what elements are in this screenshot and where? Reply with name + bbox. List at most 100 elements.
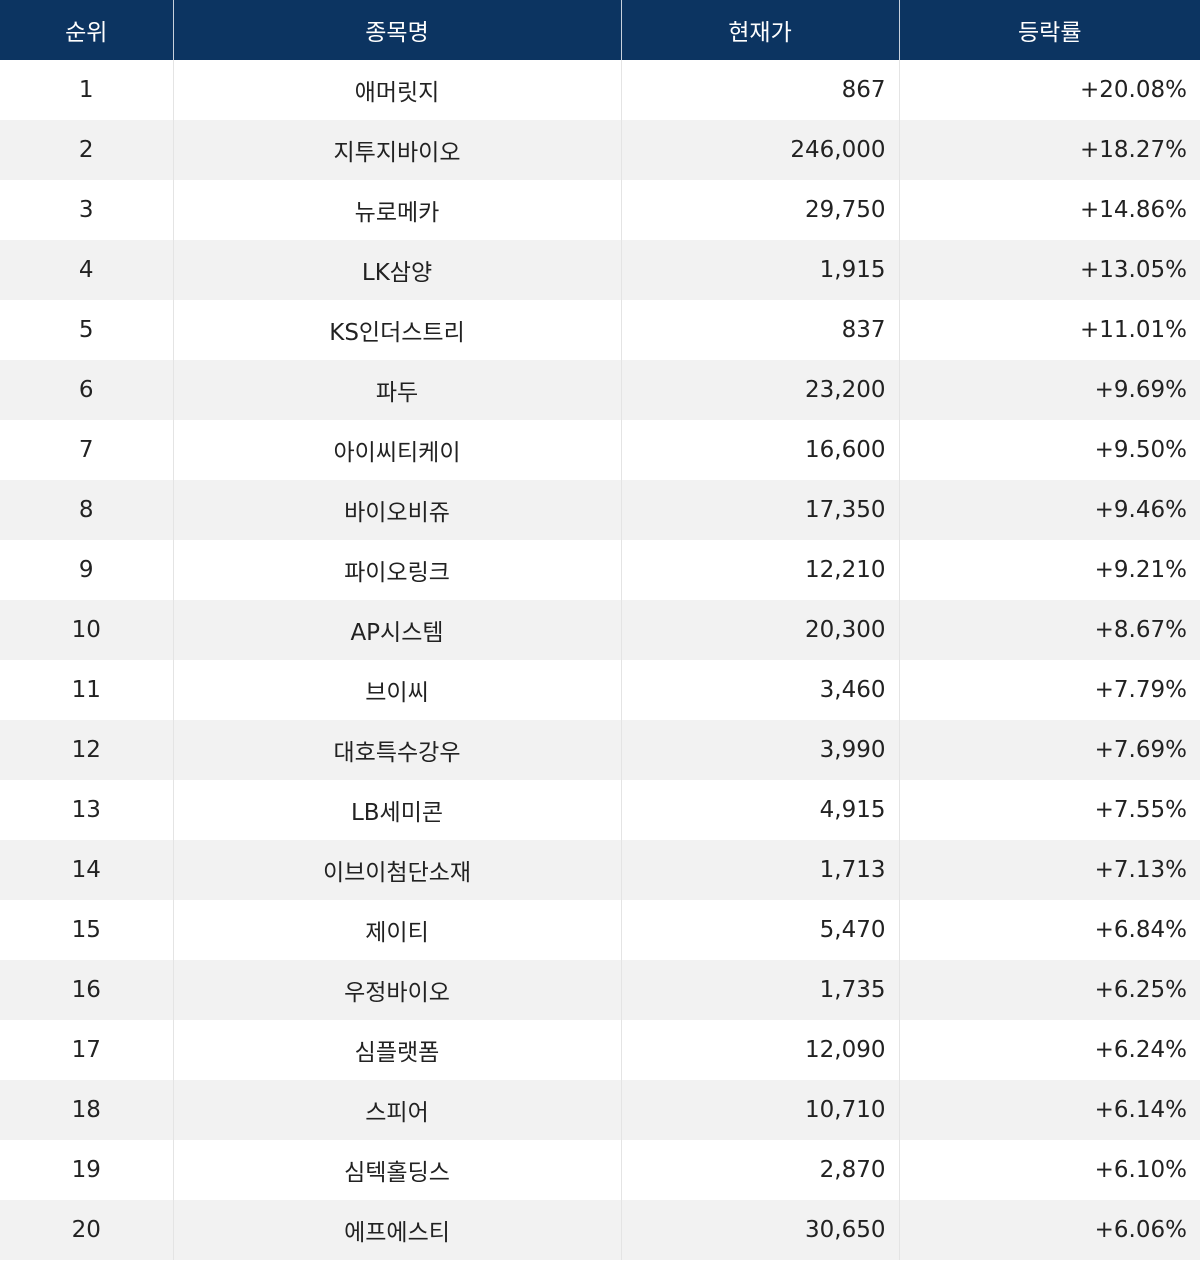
table-cell: LB세미콘 <box>173 780 622 840</box>
table-cell: 뉴로메카 <box>173 180 622 240</box>
table-cell: 6 <box>0 360 174 420</box>
table-cell: 스피어 <box>173 1080 622 1140</box>
table-row: 17 심플랫폼 12,090 +6.24% <box>0 1020 1200 1080</box>
table-cell: +7.69% <box>899 720 1200 780</box>
table-cell: 30,650 <box>621 1200 900 1260</box>
table-cell: 애머릿지 <box>173 60 622 120</box>
table-cell: +18.27% <box>899 120 1200 180</box>
table-row: 18 스피어 10,710 +6.14% <box>0 1080 1200 1140</box>
table-cell: 23,200 <box>621 360 900 420</box>
table-cell: 13 <box>0 780 174 840</box>
table-cell: 브이씨 <box>173 660 622 720</box>
table-cell: 17,350 <box>621 480 900 540</box>
table-row: 19 심텍홀딩스 2,870 +6.10% <box>0 1140 1200 1200</box>
table-row: 16 우정바이오 1,735 +6.25% <box>0 960 1200 1020</box>
table-cell: 12,210 <box>621 540 900 600</box>
table-cell: 이브이첨단소재 <box>173 840 622 900</box>
table-cell: 12 <box>0 720 174 780</box>
table-cell: 11 <box>0 660 174 720</box>
table-row: 14 이브이첨단소재 1,713 +7.13% <box>0 840 1200 900</box>
table-cell: 2 <box>0 120 174 180</box>
table-cell: 2,870 <box>621 1140 900 1200</box>
table-cell: 867 <box>621 60 900 120</box>
table-cell: 파두 <box>173 360 622 420</box>
table-cell: 20 <box>0 1200 174 1260</box>
table-cell: 에프에스티 <box>173 1200 622 1260</box>
table-cell: 15 <box>0 900 174 960</box>
table-cell: 17 <box>0 1020 174 1080</box>
header-cell: 등락률 <box>899 0 1200 60</box>
table-cell: +6.24% <box>1094 1037 1187 1063</box>
table-cell: 3,990 <box>621 720 900 780</box>
table-cell: +6.10% <box>1094 1157 1187 1183</box>
table-row: 15 제이티 5,470 +6.84% <box>0 900 1200 960</box>
table-cell: AP시스템 <box>173 600 622 660</box>
table-cell: 20,300 <box>621 600 900 660</box>
table-row: 20 에프에스티 30,650 +6.06% <box>0 1200 1200 1260</box>
table-cell: 18 <box>0 1080 174 1140</box>
table-cell: 16 <box>0 960 174 1020</box>
table-cell: 심플랫폼 <box>173 1020 622 1080</box>
table-row: 13 LB세미콘 4,915 +7.55% <box>0 780 1200 840</box>
table-cell: 대호특수강우 <box>173 720 622 780</box>
table-cell: +9.46% <box>899 480 1200 540</box>
table-cell: 19 <box>0 1140 174 1200</box>
table-cell: +11.01% <box>1080 317 1187 343</box>
table-cell: 4 <box>0 240 174 300</box>
table-cell: 심텍홀딩스 <box>173 1140 622 1200</box>
table-cell: 파이오링크 <box>173 540 622 600</box>
table-cell: 아이씨티케이 <box>173 420 622 480</box>
table-cell: +7.55% <box>1094 797 1187 823</box>
table-cell: 우정바이오 <box>173 960 622 1020</box>
table-cell: 1 <box>0 60 174 120</box>
table-cell: 3,460 <box>621 660 900 720</box>
table-row: 6 파두 23,200 +9.69% <box>0 360 1200 420</box>
table-cell: 10 <box>0 600 174 660</box>
table-cell: 837 <box>621 300 900 360</box>
table-row: 8 바이오비쥬 17,350 +9.46% <box>0 480 1200 540</box>
table-cell: KS인더스트리 <box>173 300 622 360</box>
table-cell: 29,750 <box>621 180 900 240</box>
table-cell: +6.84% <box>1094 917 1187 943</box>
table-row: 2 지투지바이오 246,000 +18.27% <box>0 120 1200 180</box>
table-cell: +6.06% <box>899 1200 1200 1260</box>
table-cell: 5 <box>0 300 174 360</box>
table-row: 9 파이오링크 12,210 +9.21% <box>0 540 1200 600</box>
header-row: 순위 종목명 현재가 등락률 <box>0 0 1200 60</box>
table-cell: +7.79% <box>1094 677 1187 703</box>
table-cell: 지투지바이오 <box>173 120 622 180</box>
table-cell: 10,710 <box>621 1080 900 1140</box>
table-cell: +9.21% <box>1094 557 1187 583</box>
header-cell: 순위 <box>0 0 174 60</box>
table-row: 7 아이씨티케이 16,600 +9.50% <box>0 420 1200 480</box>
table-row: 10 AP시스템 20,300 +8.67% <box>0 600 1200 660</box>
table-cell: 바이오비쥬 <box>173 480 622 540</box>
table-cell: +14.86% <box>1080 197 1187 223</box>
table-cell: LK삼양 <box>173 240 622 300</box>
table-cell: 14 <box>0 840 174 900</box>
table-cell: +20.08% <box>1080 77 1187 103</box>
table-cell: 4,915 <box>621 780 900 840</box>
table-cell: +8.67% <box>899 600 1200 660</box>
header-cell: 종목명 <box>173 0 622 60</box>
table-cell: 9 <box>0 540 174 600</box>
table-row: 1 애머릿지 867 +20.08% <box>0 60 1200 120</box>
table-cell: 1,915 <box>621 240 900 300</box>
table-row: 3 뉴로메카 29,750 +14.86% <box>0 180 1200 240</box>
table-cell: 1,735 <box>621 960 900 1020</box>
table-cell: +7.13% <box>899 840 1200 900</box>
table-cell: 7 <box>0 420 174 480</box>
table-body: 1 애머릿지 867 +20.08% 2 지투지바이오 246,000 +18.27% 3 뉴로메… <box>0 60 1200 1260</box>
table-cell: 3 <box>0 180 174 240</box>
table-cell: 5,470 <box>621 900 900 960</box>
table-row: 12 대호특수강우 3,990 +7.69% <box>0 720 1200 780</box>
table-cell: 제이티 <box>173 900 622 960</box>
table-row: 5 KS인더스트리 837 +11.01% <box>0 300 1200 360</box>
table-cell: +13.05% <box>899 240 1200 300</box>
table-row: 4 LK삼양 1,915 +13.05% <box>0 240 1200 300</box>
table-cell: 1,713 <box>621 840 900 900</box>
header-cell: 현재가 <box>621 0 900 60</box>
table-cell: 246,000 <box>621 120 900 180</box>
table-cell: 12,090 <box>621 1020 900 1080</box>
